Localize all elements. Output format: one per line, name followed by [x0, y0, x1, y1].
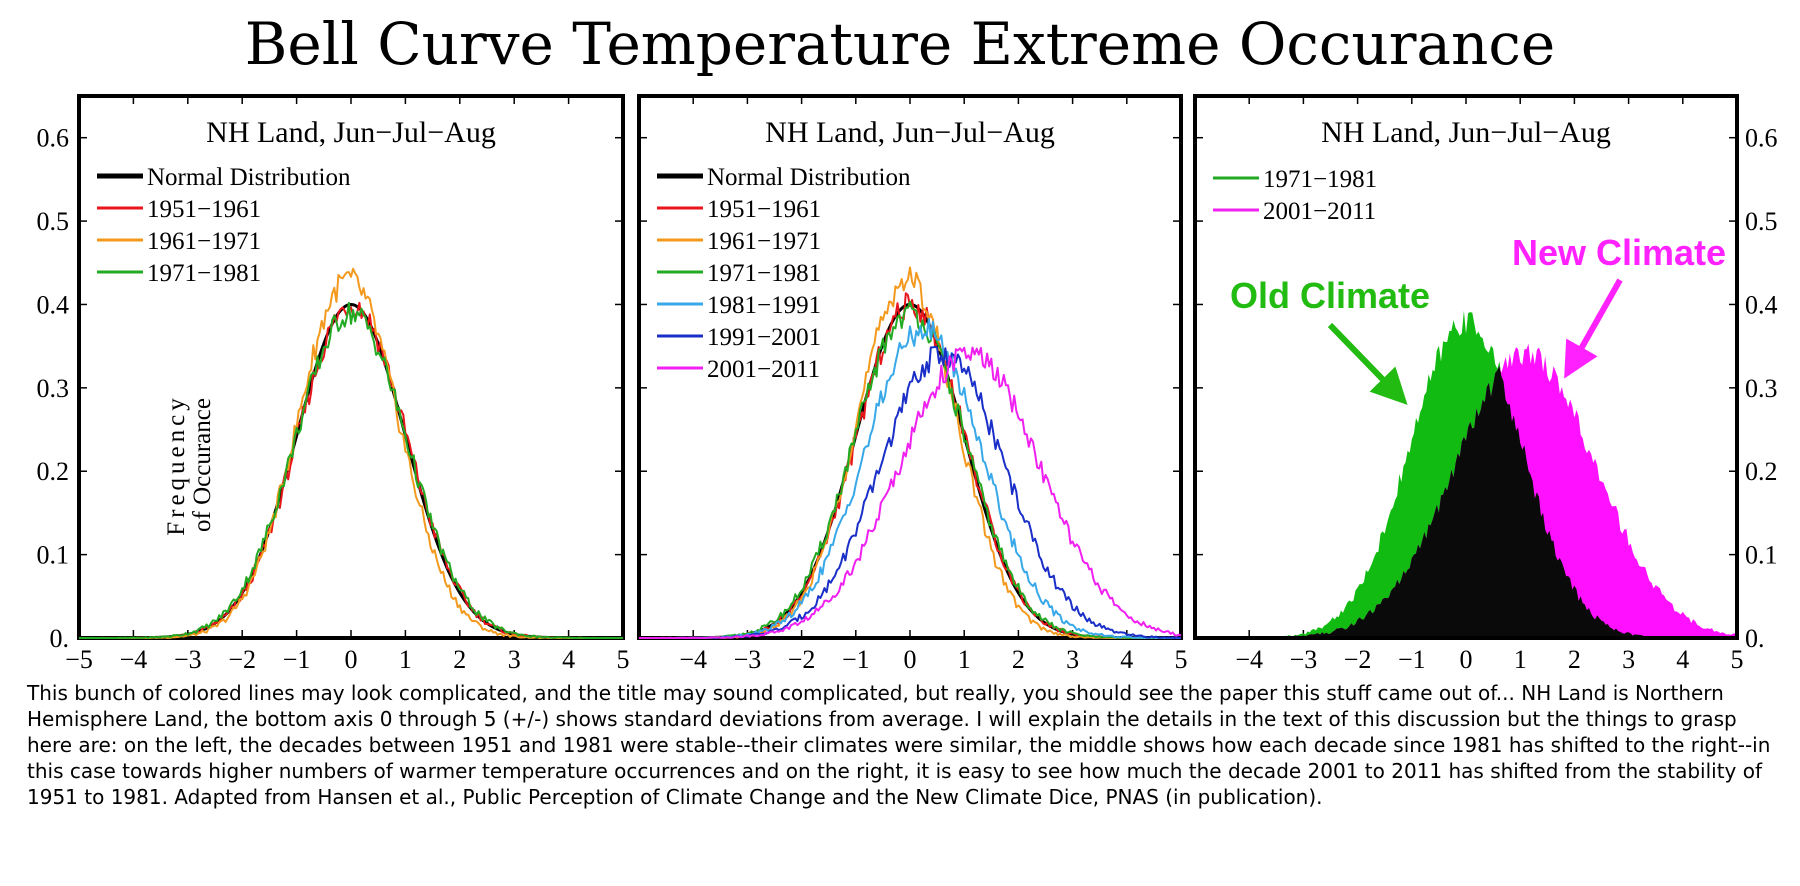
y-axis-label-line2: of Occurance [189, 398, 216, 532]
x-tick-label: −1 [1398, 645, 1426, 674]
series-line [639, 300, 1181, 639]
legend-label: 1951−1961 [147, 196, 261, 223]
y-tick-label: 0.5 [37, 207, 70, 236]
x-tick-label: 0 [1460, 645, 1473, 674]
x-tick-label: 4 [1676, 645, 1689, 674]
series-line [79, 301, 623, 639]
legend-label: 1961−1971 [147, 228, 261, 255]
annotation-old-climate: Old Climate [1230, 275, 1430, 316]
legend-label: 1981−1991 [707, 292, 821, 319]
overlap-area [1195, 366, 1737, 638]
x-tick-label: −1 [283, 645, 311, 674]
panel-title: NH Land, Jun−Jul−Aug [765, 116, 1055, 149]
chart-panels: −5 −4 −3 −2 −1 0 1 2 3 4 50.0.10.20.30.40.50.6 NH L… [37, 94, 1778, 674]
panel-left: −5 −4 −3 −2 −1 0 1 2 3 4 5 0. 0.1 0.2 0.3 0.4 0.5 0.6 NH L… [37, 94, 630, 674]
y-tick-label: 0.5 [1745, 207, 1778, 236]
y-tick-label: 0.1 [37, 541, 70, 570]
x-tick-label: 1 [399, 645, 412, 674]
series-line [79, 267, 623, 639]
legend-label: Normal Distribution [707, 164, 911, 191]
x-tick-label: −4 [679, 645, 707, 674]
panel-title: NH Land, Jun−Jul−Aug [1321, 116, 1611, 149]
x-tick-label: 5 [617, 645, 630, 674]
legend-label: 2001−2011 [707, 356, 820, 383]
x-tick-label: 1 [1514, 645, 1527, 674]
annotation-new-climate: New Climate [1512, 232, 1726, 273]
legend-label: Normal Distribution [147, 164, 351, 191]
x-tick-label: 3 [1622, 645, 1635, 674]
x-tick-label: 0 [345, 645, 358, 674]
legend-label: 1971−1981 [707, 260, 821, 287]
x-tick-label: 0 [904, 645, 917, 674]
y-tick-label: 0.4 [1745, 290, 1778, 319]
x-tick-label: 3 [1066, 645, 1079, 674]
y-tick-label: 0.2 [1745, 457, 1778, 486]
x-tick-label: 2 [1568, 645, 1581, 674]
y-tick-label: 0.3 [1745, 374, 1778, 403]
x-tick-label: 5 [1175, 645, 1188, 674]
x-tick-label: −2 [228, 645, 256, 674]
y-tick-label: 0.4 [37, 290, 70, 319]
x-tick-label: 5 [1731, 645, 1744, 674]
x-tick-label: −1 [842, 645, 870, 674]
x-tick-label: −2 [788, 645, 816, 674]
arrow-new-climate [1564, 278, 1623, 379]
panel-title: NH Land, Jun−Jul−Aug [206, 116, 496, 149]
x-tick-label: 4 [562, 645, 575, 674]
legend-label: 1961−1971 [707, 228, 821, 255]
x-tick-label: 2 [1012, 645, 1025, 674]
x-tick-label: 1 [958, 645, 971, 674]
legend-label: 1971−1981 [1263, 166, 1377, 193]
x-tick-label: −4 [120, 645, 148, 674]
legend-label: 2001−2011 [1263, 198, 1376, 225]
y-tick-label: 0.6 [1745, 124, 1778, 153]
x-tick-label: −3 [734, 645, 762, 674]
y-tick-label: 0. [50, 624, 70, 653]
y-tick-label: 0.3 [37, 374, 70, 403]
y-axis-label: Frequency of Occurance [60, 350, 230, 536]
arrow-old-climate [1327, 322, 1408, 405]
y-tick-label: 0.1 [1745, 541, 1778, 570]
y-tick-label: 0.2 [37, 457, 70, 486]
x-tick-label: −5 [65, 645, 93, 674]
panel-frame [637, 94, 1183, 640]
y-tick-label: 0. [1745, 624, 1765, 653]
x-tick-label: 4 [1120, 645, 1133, 674]
x-tick-label: −3 [174, 645, 202, 674]
x-tick-label: 3 [508, 645, 521, 674]
panel-middle: −4 −3 −2 −1 0 1 2 3 4 5 NH Land, Jun−Jul−Aug Normal… [637, 94, 1188, 674]
legend-label: 1951−1961 [707, 196, 821, 223]
figure-caption: This bunch of colored lines may look com… [27, 681, 1771, 809]
x-tick-label: −2 [1344, 645, 1372, 674]
y-tick-label: 0.6 [37, 124, 70, 153]
panel-right: −4 −3 −2 −1 0 1 2 3 4 50. 0.1 0.2 0.3 0.4 0.5 0.6 NH Lan… [1193, 94, 1778, 674]
panel-frame-outline [1193, 94, 1739, 640]
series-line [639, 346, 1182, 639]
x-tick-label: 2 [453, 645, 466, 674]
legend-label: 1971−1981 [147, 260, 261, 287]
x-tick-label: −4 [1235, 645, 1263, 674]
page-title: Bell Curve Temperature Extreme Occurance [244, 10, 1556, 78]
legend-label: 1991−2001 [707, 324, 821, 351]
panel-frame [77, 94, 625, 640]
x-tick-label: −3 [1290, 645, 1318, 674]
